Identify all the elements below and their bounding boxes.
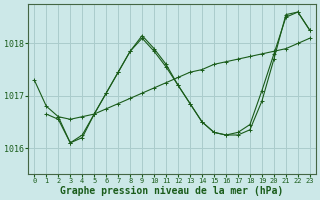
X-axis label: Graphe pression niveau de la mer (hPa): Graphe pression niveau de la mer (hPa) (60, 186, 284, 196)
